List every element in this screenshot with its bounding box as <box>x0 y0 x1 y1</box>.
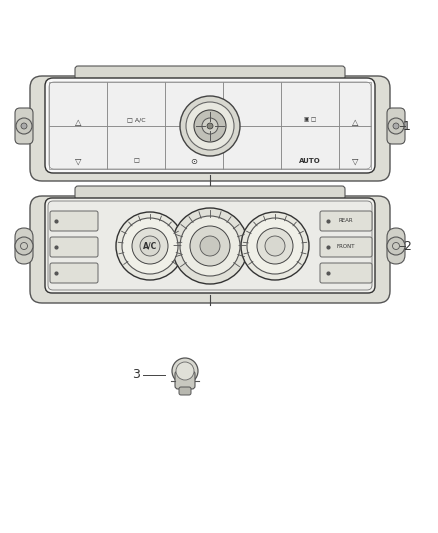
FancyBboxPatch shape <box>179 387 191 395</box>
Bar <box>165 82 223 126</box>
Circle shape <box>202 118 218 134</box>
Circle shape <box>180 216 240 276</box>
Circle shape <box>388 118 404 134</box>
FancyBboxPatch shape <box>320 211 372 231</box>
Circle shape <box>241 212 309 280</box>
Circle shape <box>393 123 399 129</box>
FancyBboxPatch shape <box>15 108 33 144</box>
Text: ▽: ▽ <box>352 157 358 166</box>
Text: REAR: REAR <box>339 219 353 223</box>
Bar <box>107 126 165 169</box>
FancyBboxPatch shape <box>320 237 372 257</box>
Text: ▣ □: ▣ □ <box>304 117 316 123</box>
Circle shape <box>186 102 234 150</box>
Circle shape <box>140 236 160 256</box>
Circle shape <box>122 218 178 274</box>
Circle shape <box>15 237 33 255</box>
Bar <box>339 82 371 126</box>
FancyBboxPatch shape <box>30 196 390 303</box>
Circle shape <box>194 110 226 142</box>
Text: ⊙: ⊙ <box>191 157 198 166</box>
Text: △: △ <box>75 117 81 126</box>
Text: 1: 1 <box>403 119 411 133</box>
Bar <box>223 82 281 126</box>
FancyBboxPatch shape <box>50 237 98 257</box>
Bar <box>223 126 281 169</box>
Text: □: □ <box>133 158 139 164</box>
Circle shape <box>16 118 32 134</box>
Circle shape <box>116 212 184 280</box>
Circle shape <box>180 96 240 156</box>
Circle shape <box>207 123 213 129</box>
FancyBboxPatch shape <box>387 228 405 264</box>
FancyBboxPatch shape <box>320 263 372 283</box>
Circle shape <box>132 228 168 264</box>
Bar <box>281 126 339 169</box>
FancyBboxPatch shape <box>45 78 375 173</box>
FancyBboxPatch shape <box>15 228 33 264</box>
Circle shape <box>172 358 198 384</box>
Circle shape <box>172 208 248 284</box>
Text: □ A/C: □ A/C <box>127 117 145 123</box>
Text: ▽: ▽ <box>75 157 81 166</box>
FancyBboxPatch shape <box>75 186 345 200</box>
Bar <box>339 126 371 169</box>
Text: A/C: A/C <box>143 241 157 251</box>
Bar <box>49 126 107 169</box>
Text: FRONT: FRONT <box>337 245 355 249</box>
Circle shape <box>21 123 27 129</box>
FancyBboxPatch shape <box>50 263 98 283</box>
Circle shape <box>200 236 220 256</box>
Circle shape <box>387 237 405 255</box>
Circle shape <box>190 226 230 266</box>
FancyBboxPatch shape <box>387 108 405 144</box>
Circle shape <box>257 228 293 264</box>
FancyBboxPatch shape <box>45 198 375 293</box>
FancyBboxPatch shape <box>50 211 98 231</box>
FancyBboxPatch shape <box>75 66 345 80</box>
Circle shape <box>176 362 194 380</box>
Bar <box>107 82 165 126</box>
Bar <box>281 82 339 126</box>
Circle shape <box>265 236 285 256</box>
FancyBboxPatch shape <box>30 76 390 181</box>
FancyBboxPatch shape <box>49 82 371 169</box>
Text: AUTO: AUTO <box>299 158 321 164</box>
Text: △: △ <box>352 117 358 126</box>
Bar <box>49 82 107 126</box>
Circle shape <box>247 218 303 274</box>
FancyBboxPatch shape <box>175 371 195 389</box>
FancyBboxPatch shape <box>48 201 372 290</box>
Bar <box>165 126 223 169</box>
Text: 3: 3 <box>132 368 140 382</box>
Text: 2: 2 <box>403 239 411 253</box>
